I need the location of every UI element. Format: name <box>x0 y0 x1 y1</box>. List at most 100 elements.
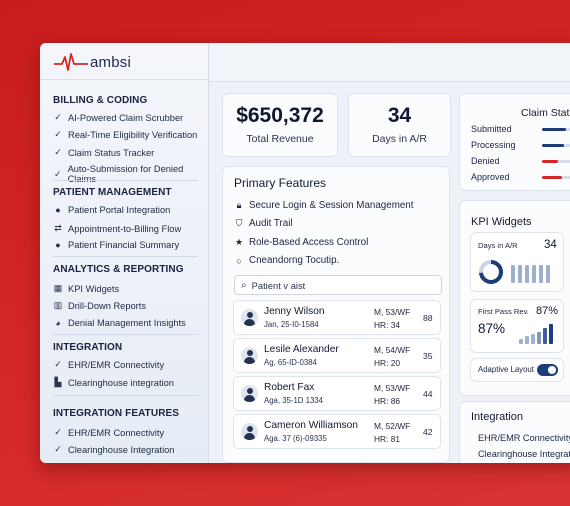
feature-rbac[interactable]: ★ Role-Based Access Control <box>234 237 368 248</box>
sidebar-item-ehr-emr-2[interactable]: ✓ EHR/EMR Connectivity <box>53 427 164 438</box>
integration-item-clearinghouse[interactable]: Clearinghouse Integrat <box>478 449 570 459</box>
divider <box>53 180 198 181</box>
heartbeat-icon <box>54 53 88 71</box>
kpi-first-pass-widget[interactable]: First Pass Rev. 87% 87% <box>470 299 564 353</box>
sidebar-item-auto-submission[interactable]: ✓ Auto-Submission for Denied Claims <box>53 164 208 184</box>
patient-name: Cameron Williamson <box>264 420 358 431</box>
sidebar-item-label: Clearinghouse Integration <box>68 444 175 455</box>
patient-hr: HR: 34 <box>374 320 401 330</box>
check-icon: ✓ <box>54 168 62 179</box>
patient-row[interactable]: Cameron Williamson Aga. 37 (6)-09335 M, … <box>233 414 441 449</box>
revenue-label: Total Revenue <box>246 133 314 145</box>
grid-icon: ▦ <box>53 283 63 293</box>
adaptive-layout-toggle-row[interactable]: Adaptive Layout <box>470 358 564 382</box>
stat-card-revenue: $650,372 Total Revenue <box>222 93 338 157</box>
kpi-widgets-card: KPI Widgets Days in A/R 34 First Pass Re… <box>459 200 570 396</box>
revenue-value: $650,372 <box>236 104 324 127</box>
patient-demographic: M, 53/WF <box>374 307 411 317</box>
claim-status-bar <box>542 160 558 163</box>
patient-score: 42 <box>423 427 433 437</box>
patient-demographic: M, 54/WF <box>374 345 411 355</box>
feature-secure-login[interactable]: 🔒︎ Secure Login & Session Management <box>234 200 414 211</box>
patient-name: Robert Fax <box>264 382 315 393</box>
patient-hr: HR: 81 <box>374 434 401 444</box>
claim-status-bar <box>542 144 564 147</box>
sidebar-item-appointment-billing[interactable]: ⇄ Appointment-to-Billing Flow <box>53 223 181 234</box>
patient-row[interactable]: Robert Fax Aga, 35-1D 1334 M, 53/WF HR: … <box>233 376 441 411</box>
sidebar-item-label: Appointment-to-Billing Flow <box>68 223 182 234</box>
ar-days-value: 34 <box>387 104 412 127</box>
adaptive-layout-toggle[interactable] <box>537 364 558 376</box>
sidebar-item-claim-scrubber[interactable]: ✓ AI-Powered Claim Scrubber <box>53 112 183 123</box>
sidebar-item-clearinghouse[interactable]: ▙ Clearinghouse integration <box>53 377 174 388</box>
avatar <box>241 309 258 326</box>
sidebar-item-drill-down[interactable]: ▥ Drill-Down Reports <box>53 300 146 311</box>
sidebar-item-kpi-widgets[interactable]: ▦ KPI Widgets <box>53 283 119 294</box>
check-icon: ✓ <box>54 427 62 437</box>
patient-details: Aga. 37 (6)-09335 <box>264 434 327 443</box>
sidebar-item-label: Denial Management Insights <box>68 318 186 328</box>
feature-misc[interactable]: ○ Cneandorng Tocutip. <box>234 255 339 266</box>
feature-audit-trail[interactable]: ⛉ Audit Trail <box>234 218 293 229</box>
patient-name: Lesile Alexander <box>264 344 339 355</box>
primary-features-card: Primary Features 🔒︎ Secure Login & Sessio… <box>222 166 450 463</box>
integration-title: Integration <box>471 411 523 423</box>
primary-features-title: Primary Features <box>234 176 327 190</box>
patient-score: 44 <box>423 389 433 399</box>
patient-score: 35 <box>423 351 433 361</box>
sidebar-item-clearinghouse-2[interactable]: ✓ Clearinghouse Integration <box>53 444 174 455</box>
patient-details: Ag, 65-ID-0384 <box>264 358 317 367</box>
sidebar-item-eligibility[interactable]: ✓ Real-Time Eligibility Verification <box>53 129 197 140</box>
feature-label: Role-Based Access Control <box>249 237 369 248</box>
patient-demographic: M, 52/WF <box>374 421 411 431</box>
sidebar: ambsi BILLING & CODING ✓ AI-Powered Claim… <box>40 43 209 463</box>
kpi-fpr-label: First Pass Rev. <box>478 307 529 316</box>
avatar <box>241 385 258 402</box>
sidebar-item-label: Patient Financial Summary <box>68 240 180 250</box>
claim-status-bar <box>542 176 562 179</box>
kpi-fpr-bars <box>519 324 559 344</box>
user-icon: ● <box>55 205 61 215</box>
claim-status-label: Denied <box>471 156 500 166</box>
kpi-widgets-title: KPI Widgets <box>471 216 532 228</box>
feature-label: Audit Trail <box>249 218 293 229</box>
bars-icon: ▥ <box>53 300 63 310</box>
bank-icon: ▙ <box>54 377 62 387</box>
sidebar-item-label: Real-Time Eligibility Verification <box>68 129 198 140</box>
patient-row[interactable]: Lesile Alexander Ag, 65-ID-0384 M, 54/WF… <box>233 338 441 373</box>
kpi-ar-widget[interactable]: Days in A/R 34 <box>470 232 564 292</box>
check-icon: ✓ <box>54 112 62 122</box>
user-icon: ● <box>55 240 61 250</box>
search-placeholder: Patient v aist <box>251 279 306 291</box>
sidebar-item-denial-insights[interactable]: ◕ Denial Management Insights <box>53 318 186 328</box>
sidebar-item-financial-summary[interactable]: ● Patient Financial Summary <box>53 240 179 250</box>
lock-icon: 🔒︎ <box>236 200 242 210</box>
section-title-billing: BILLING & CODING <box>53 95 148 106</box>
divider <box>53 256 198 257</box>
patient-row[interactable]: Jenny Wilson Jan, 25-I0-1584 M, 53/WF HR… <box>233 300 441 335</box>
sidebar-item-label: AI-Powered Claim Scrubber <box>68 112 184 123</box>
logo[interactable]: ambsi <box>54 51 131 73</box>
app-window: ambsi BILLING & CODING ✓ AI-Powered Claim… <box>40 43 570 463</box>
kpi-ar-label: Days in A/R <box>478 241 518 250</box>
integration-item-ehr[interactable]: EHR/EMR Connectivity <box>478 433 570 443</box>
sidebar-item-label: EHR/EMR Connectivity <box>68 427 165 438</box>
check-icon: ✓ <box>54 444 62 454</box>
avatar <box>241 347 258 364</box>
sidebar-item-claim-status[interactable]: ✓ Claim Status Tracker <box>53 147 154 158</box>
sidebar-item-label: Claim Status Tracker <box>68 147 155 158</box>
patient-search-input[interactable]: ⌕ Patient v aist <box>234 275 442 295</box>
sidebar-item-label: EHR/EMR Connectivity <box>68 359 165 370</box>
sidebar-item-ehr-emr[interactable]: ✓ EHR/EMR Connectivity <box>53 359 164 370</box>
sidebar-item-label: Clearinghouse integration <box>68 377 174 388</box>
avatar <box>241 423 258 440</box>
sidebar-item-label: KPI Widgets <box>68 283 120 294</box>
sidebar-item-patient-portal[interactable]: ● Patient Portal Integration <box>53 205 170 215</box>
star-icon: ★ <box>234 237 244 247</box>
divider <box>40 79 208 80</box>
patient-details: Jan, 25-I0-1584 <box>264 320 319 329</box>
integration-card: Integration EHR/EMR Connectivity Clearin… <box>459 401 570 463</box>
check-icon: ✓ <box>54 147 62 157</box>
stat-card-ar-days: 34 Days in A/R <box>348 93 451 157</box>
kpi-fpr-value-big: 87% <box>478 321 506 336</box>
